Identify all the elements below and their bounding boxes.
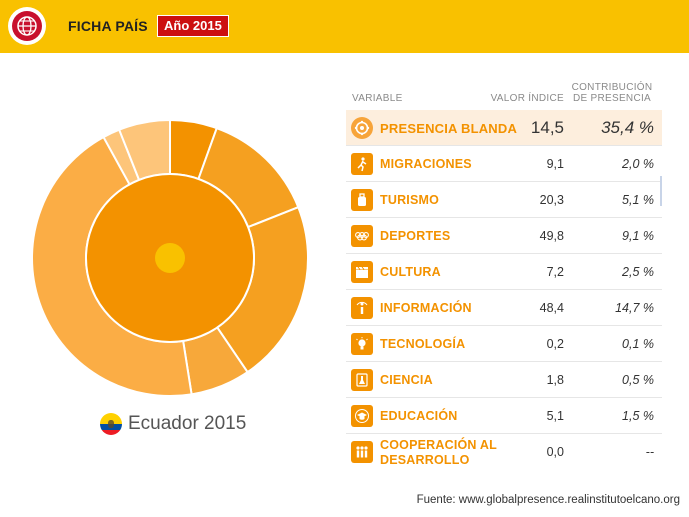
row-label: CULTURA [380,265,441,279]
row-label: CIENCIA [380,373,433,387]
graduation-cap-icon [351,405,373,427]
row-value: 49,8 [539,229,564,243]
olympic-rings-icon [351,225,373,247]
year-badge[interactable]: Año 2015 [157,15,229,37]
luggage-icon [351,189,373,211]
clapperboard-icon [351,261,373,283]
row-contribution: 0,1 % [622,337,654,351]
soft-presence-icon [351,117,373,139]
country-label: Ecuador 2015 [128,413,247,434]
row-value: 0,2 [546,337,564,351]
row-value: 1,8 [546,373,564,387]
table-row-cultura[interactable]: CULTURA 7,2 2,5 % [346,254,662,290]
center-dot [155,243,185,273]
variables-table: VARIABLE VALOR ÍNDICE CONTRIBUCIÓN DE PR… [346,78,662,470]
page-title: FICHA PAÍS [68,18,148,34]
row-contribution: 2,5 % [622,265,654,279]
header-bar: FICHA PAÍS Año 2015 [0,0,689,53]
table-header: VARIABLE VALOR ÍNDICE CONTRIBUCIÓN DE PR… [346,78,662,110]
row-value: 5,1 [546,409,564,423]
row-contribution: 2,0 % [622,157,654,171]
col-contribution-text: CONTRIBUCIÓN DE PRESENCIA [571,82,653,104]
logo [8,7,46,45]
table-row-ciencia[interactable]: CIENCIA 1,8 0,5 % [346,362,662,398]
people-icon [351,441,373,463]
row-label: INFORMACIÓN [380,301,472,315]
col-variable: VARIABLE [352,93,403,104]
table-row-migraciones[interactable]: MIGRACIONES 9,1 2,0 % [346,146,662,182]
row-contribution: 14,7 % [615,301,654,315]
row-label: DEPORTES [380,229,451,243]
table-row-cooperacion[interactable]: COOPERACIÓN AL DESARROLLO 0,0 -- [346,434,662,470]
row-contribution: 35,4 % [601,118,654,137]
source-note: Fuente: www.globalpresence.realinstituto… [416,494,680,506]
table-row-presencia-blanda[interactable]: PRESENCIA BLANDA 14,5 35,4 % [346,110,662,146]
row-contribution: 5,1 % [622,193,654,207]
table-row-turismo[interactable]: TURISMO 20,3 5,1 % [346,182,662,218]
table-row-tecnologia[interactable]: TECNOLOGÍA 0,2 0,1 % [346,326,662,362]
scrollbar[interactable] [660,176,662,206]
sunburst-chart [32,120,308,396]
row-contribution: 1,5 % [622,409,654,423]
row-value: 9,1 [546,157,564,171]
col-value: VALOR ÍNDICE [490,93,564,104]
col-contribution: CONTRIBUCIÓN DE PRESENCIA [570,82,654,104]
row-contribution: 0,5 % [622,373,654,387]
row-label: EDUCACIÓN [380,409,458,423]
row-value: 20,3 [539,193,564,207]
ecuador-flag-icon [100,413,122,435]
row-label: PRESENCIA BLANDA [380,121,518,136]
flask-icon [351,369,373,391]
row-contribution: 9,1 % [622,229,654,243]
row-value: 14,5 [530,118,564,137]
row-value: 48,4 [539,301,564,315]
table-row-informacion[interactable]: INFORMACIÓN 48,4 14,7 % [346,290,662,326]
lightbulb-icon [351,333,373,355]
table-row-deportes[interactable]: DEPORTES 49,8 9,1 % [346,218,662,254]
row-label: COOPERACIÓN AL DESARROLLO [380,438,498,468]
row-value: 0,0 [546,445,564,459]
country-label-group: Ecuador 2015 [100,412,246,436]
row-label: TECNOLOGÍA [380,337,466,351]
migration-icon [351,153,373,175]
row-label: MIGRACIONES [380,157,472,171]
row-contribution: -- [645,445,654,459]
table-row-educacion[interactable]: EDUCACIÓN 5,1 1,5 % [346,398,662,434]
row-label: TURISMO [380,193,440,207]
globe-icon [12,11,42,41]
info-icon [351,297,373,319]
row-value: 7,2 [546,265,564,279]
row-label-text: COOPERACIÓN AL DESARROLLO [380,438,497,467]
